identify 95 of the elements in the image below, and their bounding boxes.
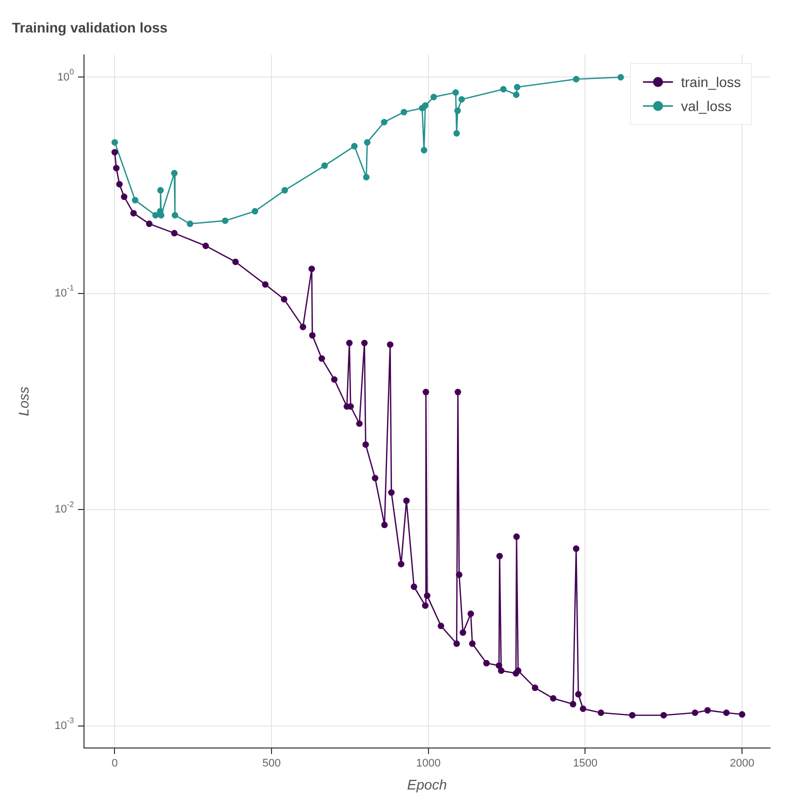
x-tick-label: 0 — [112, 758, 118, 770]
point — [372, 474, 378, 482]
x-tick-label: 2000 — [730, 758, 754, 770]
point — [692, 709, 698, 716]
point — [454, 388, 462, 396]
chart-title: Training validation loss — [12, 19, 168, 36]
point — [171, 230, 178, 236]
point — [351, 142, 358, 150]
point — [130, 210, 137, 216]
point — [454, 107, 461, 114]
point — [723, 709, 730, 716]
point — [152, 212, 159, 218]
point — [532, 684, 538, 692]
point — [514, 84, 520, 90]
point — [469, 640, 476, 647]
legend-label: val_loss — [681, 98, 732, 114]
point — [468, 610, 474, 618]
point — [157, 187, 164, 194]
point — [111, 148, 118, 156]
point — [617, 74, 624, 80]
point — [496, 552, 503, 560]
point — [308, 266, 315, 272]
point — [704, 707, 711, 714]
point — [111, 139, 118, 146]
point — [146, 220, 152, 228]
point — [460, 629, 466, 636]
point — [498, 667, 504, 674]
point — [422, 102, 429, 109]
point — [202, 242, 209, 250]
point — [364, 139, 370, 146]
point — [500, 86, 507, 92]
point — [422, 388, 430, 396]
point — [598, 709, 604, 716]
point — [262, 281, 269, 288]
point — [738, 711, 746, 718]
point — [572, 76, 580, 82]
point — [398, 560, 404, 568]
point — [496, 662, 502, 669]
point — [346, 340, 353, 346]
point — [252, 208, 258, 214]
point — [116, 180, 123, 188]
x-tick-label: 500 — [262, 758, 281, 770]
point — [575, 691, 582, 698]
point — [514, 667, 522, 674]
point — [362, 441, 369, 448]
point — [550, 695, 557, 702]
point — [456, 571, 462, 578]
point — [403, 497, 410, 504]
point — [380, 118, 388, 126]
point — [438, 622, 444, 630]
point — [452, 89, 459, 96]
point — [222, 217, 228, 224]
point — [483, 660, 490, 666]
point — [458, 96, 465, 103]
point — [570, 700, 576, 708]
point — [660, 712, 667, 718]
point — [424, 592, 430, 599]
point — [513, 533, 520, 540]
point — [361, 340, 368, 346]
point — [453, 130, 460, 137]
point — [422, 602, 429, 609]
point — [280, 296, 288, 303]
point — [363, 174, 370, 180]
x-axis-title: Epoch — [407, 776, 448, 792]
point — [629, 712, 636, 718]
point — [331, 376, 338, 383]
point — [388, 489, 395, 496]
point — [309, 332, 316, 339]
point — [282, 187, 288, 194]
point — [410, 583, 418, 590]
point — [171, 170, 178, 176]
y-axis-title: Loss — [15, 386, 32, 416]
point — [132, 196, 138, 204]
point — [300, 324, 306, 330]
point — [318, 355, 326, 362]
point — [400, 108, 408, 116]
point — [158, 212, 164, 218]
point — [512, 91, 520, 98]
point — [580, 705, 586, 712]
point — [572, 545, 580, 552]
point — [420, 146, 428, 154]
x-tick-label: 1000 — [416, 758, 441, 770]
legend-label: train_loss — [681, 74, 741, 90]
point — [430, 94, 437, 100]
point — [321, 162, 328, 169]
point — [386, 341, 394, 348]
point — [113, 164, 120, 172]
point — [453, 640, 460, 647]
point — [120, 194, 128, 200]
point — [172, 212, 178, 218]
point — [356, 420, 363, 427]
x-tick-label: 1500 — [573, 758, 598, 770]
point — [232, 258, 239, 266]
point — [381, 522, 388, 528]
point — [186, 220, 194, 228]
